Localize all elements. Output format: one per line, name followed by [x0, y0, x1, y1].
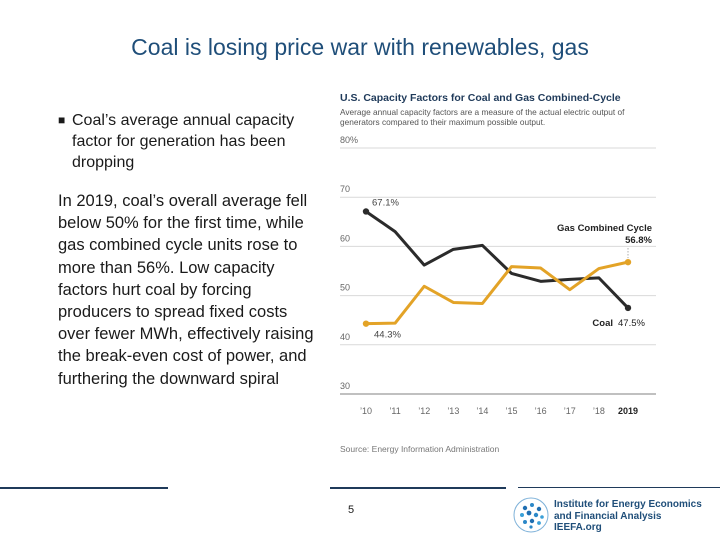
x-tick-label-5: ’15 [506, 406, 518, 416]
x-tick-label-1: ’11 [389, 406, 400, 416]
series-point-gas-0 [362, 320, 370, 327]
x-tick-label-8: ’18 [593, 406, 605, 416]
x-tick-label-9: 2019 [618, 406, 638, 416]
series-point-coal-0 [362, 208, 370, 215]
x-tick-label-2: ’12 [418, 406, 430, 416]
line-chart: 80% 70 60 50 40 30 ’10 ’11 ’12 ’13 ’14 ’15 ’16 ’17 ’18… [340, 135, 656, 416]
gas-end-label: 56.8% [625, 235, 652, 246]
body-paragraph: In 2019, coal’s overall average fell bel… [58, 192, 314, 388]
x-tick-label-3: ’13 [447, 406, 459, 416]
footer-divider-left [0, 487, 168, 489]
chart-source: Source: Energy Information Administratio… [340, 444, 500, 454]
series-point-gas-9 [624, 258, 632, 266]
logo-line-1: Institute for Energy Economics [554, 499, 702, 510]
slide-title: Coal is losing price war with renewables… [131, 34, 589, 60]
y-tick-label-40: 40 [340, 332, 350, 342]
coal-start-label: 67.1% [372, 197, 399, 208]
series-line-gas [365, 260, 629, 326]
logo-line-3: IEEFA.org [554, 522, 602, 533]
square-bullet-icon: ■ [58, 113, 66, 127]
bullet-text: Coal’s average annual capacity factor fo… [72, 112, 295, 171]
series-point-coal-9 [624, 304, 632, 312]
gas-start-label: 44.3% [374, 330, 401, 341]
y-tick-label-70: 70 [340, 184, 350, 194]
y-tick-label-50: 50 [340, 283, 350, 293]
chart-title: U.S. Capacity Factors for Coal and Gas C… [340, 92, 621, 104]
x-tick-label-0: ’10 [360, 406, 372, 416]
x-tick-label-4: ’14 [476, 406, 488, 416]
series-layer [362, 208, 632, 327]
chart-panel: U.S. Capacity Factors for Coal and Gas C… [334, 88, 664, 460]
globe-logo-icon [513, 497, 549, 533]
coal-series-name: Coal [592, 318, 613, 329]
x-tick-label-6: ’16 [535, 406, 547, 416]
y-tick-label-60: 60 [340, 233, 350, 243]
coal-end-label: 47.5% [618, 318, 645, 329]
label-layer: 80% 70 60 50 40 30 ’10 ’11 ’12 ’13 ’14 ’15 ’16 ’17 ’18… [340, 135, 653, 416]
gas-series-name: Gas Combined Cycle [557, 223, 652, 234]
grid-layer [340, 147, 656, 395]
x-tick-label-7: ’17 [564, 406, 576, 416]
y-tick-label-30: 30 [340, 381, 350, 391]
organization-logo-text: Institute for Energy Economics and Finan… [554, 499, 702, 534]
footer-divider-middle [330, 487, 506, 489]
bullet-point: ■ Coal’s average annual capacity factor … [58, 110, 320, 173]
chart-subtitle: Average annual capacity factors are a me… [340, 107, 625, 127]
y-tick-label-80: 80% [340, 135, 358, 145]
logo-line-2: and Financial Analysis [554, 510, 662, 522]
footer-divider-right [518, 487, 720, 488]
page-number: 5 [348, 504, 355, 516]
